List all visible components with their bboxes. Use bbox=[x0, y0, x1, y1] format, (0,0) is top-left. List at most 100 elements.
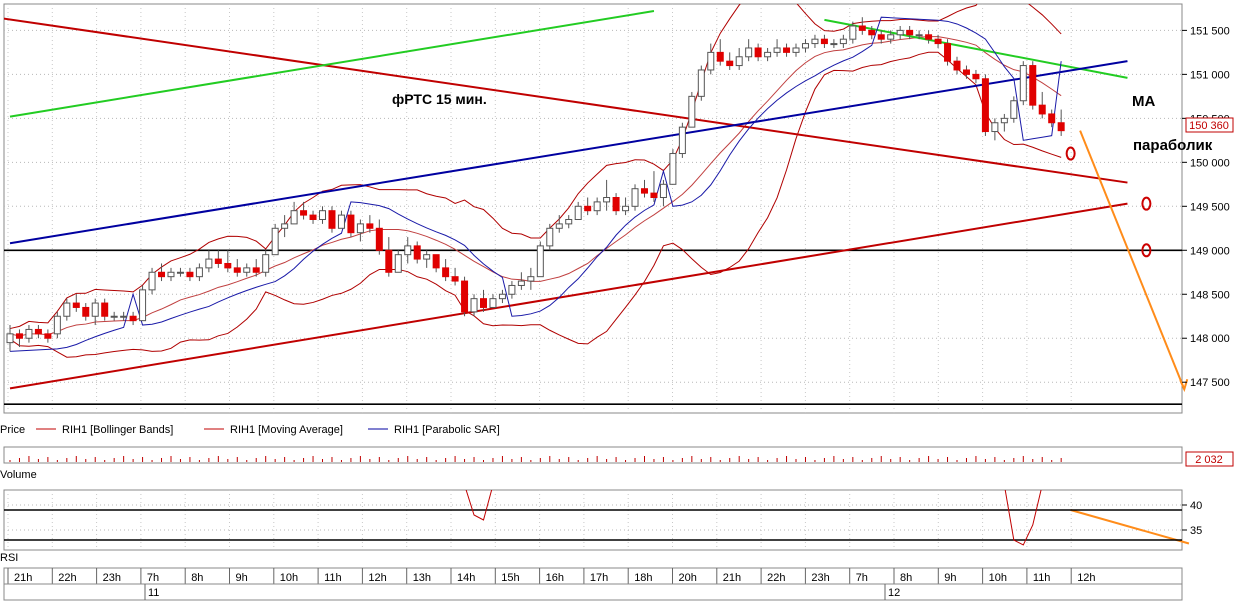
time-axis: 21h 22h 23h 7h 8h 9h 10h 11h 12h 13h 14h 15h 16h 17h 1… bbox=[4, 568, 1182, 600]
candle-up bbox=[678, 126, 686, 155]
candle-up bbox=[167, 271, 175, 278]
date-label: 12 bbox=[888, 587, 900, 599]
trend-line-red-up bbox=[9, 202, 1128, 390]
candle-up bbox=[281, 223, 289, 229]
candle-up bbox=[508, 284, 516, 295]
time-tick-label: 12h bbox=[368, 572, 386, 584]
candle-up bbox=[423, 254, 431, 260]
candle-down bbox=[300, 210, 308, 216]
candle-down bbox=[868, 29, 876, 36]
candle-up bbox=[498, 293, 506, 300]
candle-up bbox=[470, 298, 478, 313]
marker-circle bbox=[1141, 243, 1152, 258]
time-tick-label: 20h bbox=[679, 572, 697, 584]
moving-average bbox=[9, 36, 1062, 337]
candle-up bbox=[337, 214, 345, 229]
candle-up bbox=[546, 227, 554, 247]
candle-up bbox=[688, 95, 696, 128]
candle-up bbox=[697, 69, 705, 97]
candle-down bbox=[34, 328, 42, 335]
candle-down bbox=[1057, 122, 1065, 132]
candle-up bbox=[896, 29, 904, 36]
candle-up bbox=[764, 51, 772, 58]
candle-down bbox=[754, 47, 762, 58]
trend-line-green-left bbox=[9, 10, 655, 118]
time-tick-label: 18h bbox=[634, 572, 652, 584]
candle-down bbox=[82, 306, 90, 317]
last-price-box bbox=[1185, 117, 1234, 133]
candle-down bbox=[726, 60, 734, 67]
candle-up bbox=[801, 43, 809, 49]
rsi-panel bbox=[3, 489, 1183, 551]
price-tick-label: 151 500 bbox=[1190, 25, 1230, 37]
marker-circle bbox=[1141, 196, 1152, 211]
time-tick-label: 17h bbox=[590, 572, 608, 584]
candle-up bbox=[176, 271, 184, 274]
candle-up bbox=[811, 38, 819, 45]
candle-down bbox=[413, 245, 421, 260]
price-tick-label: 151 000 bbox=[1190, 69, 1230, 81]
time-tick-label: 11h bbox=[324, 572, 342, 584]
candles bbox=[6, 17, 1065, 352]
candle-down bbox=[716, 51, 724, 62]
candle-up bbox=[139, 289, 147, 322]
rsi-tick-label: 40 bbox=[1190, 500, 1202, 512]
time-tick-label: 22h bbox=[767, 572, 785, 584]
time-tick-label: 16h bbox=[546, 572, 564, 584]
volume-label: Volume bbox=[0, 469, 37, 481]
candle-up bbox=[290, 210, 298, 225]
candle-up bbox=[565, 218, 573, 225]
candle-down bbox=[934, 38, 942, 45]
chart-title: фРТС 15 мин. bbox=[392, 91, 487, 107]
bollinger-bands bbox=[9, 4, 1062, 358]
candle-up bbox=[735, 56, 743, 67]
candle-up bbox=[262, 254, 270, 273]
candle-up bbox=[404, 245, 412, 256]
candle-down bbox=[186, 271, 194, 278]
candle-up bbox=[6, 333, 14, 344]
rsi-axis: 40 35 bbox=[1182, 500, 1202, 537]
markers bbox=[1065, 146, 1152, 258]
sar-annotation: параболик bbox=[1133, 137, 1213, 154]
candle-down bbox=[640, 188, 648, 194]
candle-up bbox=[991, 122, 999, 133]
candle-down bbox=[158, 271, 166, 278]
candle-up bbox=[839, 38, 847, 45]
candle-down bbox=[820, 38, 828, 45]
candle-down bbox=[480, 298, 487, 308]
candle-up bbox=[53, 315, 61, 335]
candle-up bbox=[669, 153, 677, 185]
volume-value-box bbox=[1185, 451, 1234, 467]
parabolic-sar bbox=[9, 16, 1062, 352]
candle-down bbox=[461, 280, 469, 313]
candle-up bbox=[148, 271, 156, 291]
candle-up bbox=[91, 302, 99, 317]
candle-down bbox=[972, 73, 980, 80]
time-tick-label: 10h bbox=[280, 572, 298, 584]
candle-down bbox=[877, 34, 885, 40]
candle-up bbox=[25, 328, 33, 339]
time-tick-label: 14h bbox=[457, 572, 475, 584]
candle-up bbox=[394, 254, 402, 273]
candle-up bbox=[593, 201, 601, 212]
time-tick-label: 22h bbox=[58, 572, 76, 584]
time-tick-label: 10h bbox=[989, 572, 1007, 584]
time-tick-label: 23h bbox=[811, 572, 829, 584]
time-tick-label: 11h bbox=[1033, 572, 1051, 584]
candle-down bbox=[1048, 113, 1056, 124]
candle-down bbox=[366, 223, 374, 229]
candle-up bbox=[536, 245, 544, 278]
candle-down bbox=[432, 254, 440, 269]
price-tick-label: 149 500 bbox=[1190, 201, 1230, 213]
time-tick-label: 13h bbox=[413, 572, 431, 584]
trend-line-red-down bbox=[4, 17, 1128, 184]
bollinger-lower bbox=[9, 51, 1062, 358]
bollinger-upper bbox=[9, 4, 1062, 330]
marker-circle bbox=[1065, 146, 1076, 161]
time-tick-label: 15h bbox=[501, 572, 519, 584]
rsi-grid bbox=[4, 490, 1182, 550]
candle-down bbox=[72, 302, 80, 308]
candle-up bbox=[63, 302, 71, 317]
candle-down bbox=[981, 78, 989, 133]
legend-moving-average: RIH1 [Moving Average] bbox=[230, 424, 343, 436]
